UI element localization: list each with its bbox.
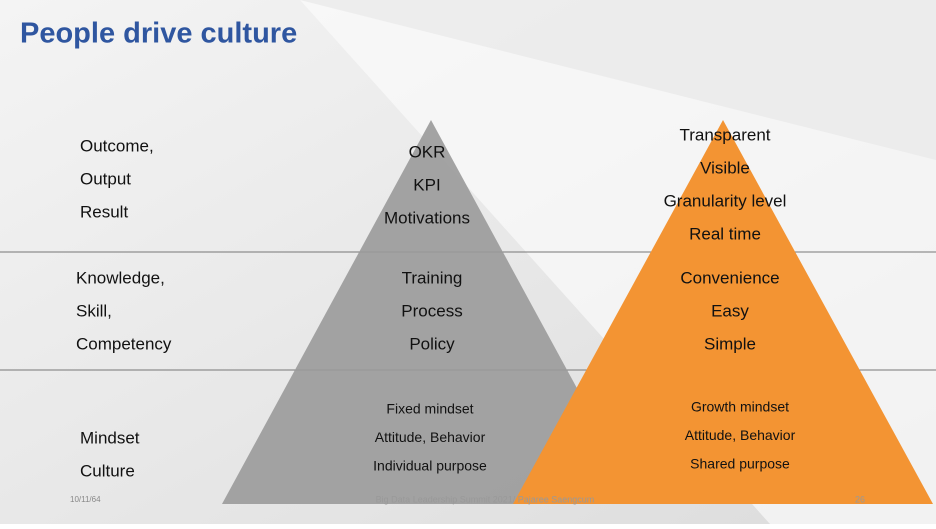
orange-pyramid (513, 120, 933, 504)
orange-item: Simple (704, 334, 756, 353)
page-number: 26 (855, 494, 865, 504)
row-label: Knowledge, (76, 268, 165, 287)
row-label: Culture (80, 461, 135, 480)
row-label: Outcome, (80, 136, 154, 155)
orange-item: Convenience (680, 268, 779, 287)
row-label: Result (80, 202, 128, 221)
orange-item: Easy (711, 301, 749, 320)
gray-item: Individual purpose (373, 458, 487, 474)
shade-band (300, 0, 936, 160)
footer-date: 10/11/64 (70, 495, 101, 504)
orange-item: Attitude, Behavior (685, 427, 796, 443)
orange-item: Shared purpose (690, 456, 790, 472)
row-label: Competency (76, 334, 172, 353)
gray-item: Motivations (384, 208, 470, 227)
orange-item: Granularity level (664, 191, 787, 210)
title: People drive culture (20, 18, 297, 50)
row-label: Mindset (80, 428, 140, 447)
gray-pyramid (222, 120, 640, 504)
orange-item: Real time (689, 224, 761, 243)
orange-item: Growth mindset (691, 399, 789, 415)
row-label: Output (80, 169, 131, 188)
gray-item: Policy (409, 334, 455, 353)
gray-item: Training (402, 268, 463, 287)
gray-item: Attitude, Behavior (375, 429, 486, 445)
gray-item: OKR (409, 142, 446, 161)
orange-item: Transparent (679, 125, 770, 144)
gray-item: Process (401, 301, 462, 320)
orange-item: Visible (700, 158, 750, 177)
gray-item: Fixed mindset (386, 401, 473, 417)
row-label: Skill, (76, 301, 112, 320)
footer-text: Big Data Leadership Summit 2021/ Pajaree… (376, 494, 595, 504)
gray-item: KPI (413, 175, 440, 194)
